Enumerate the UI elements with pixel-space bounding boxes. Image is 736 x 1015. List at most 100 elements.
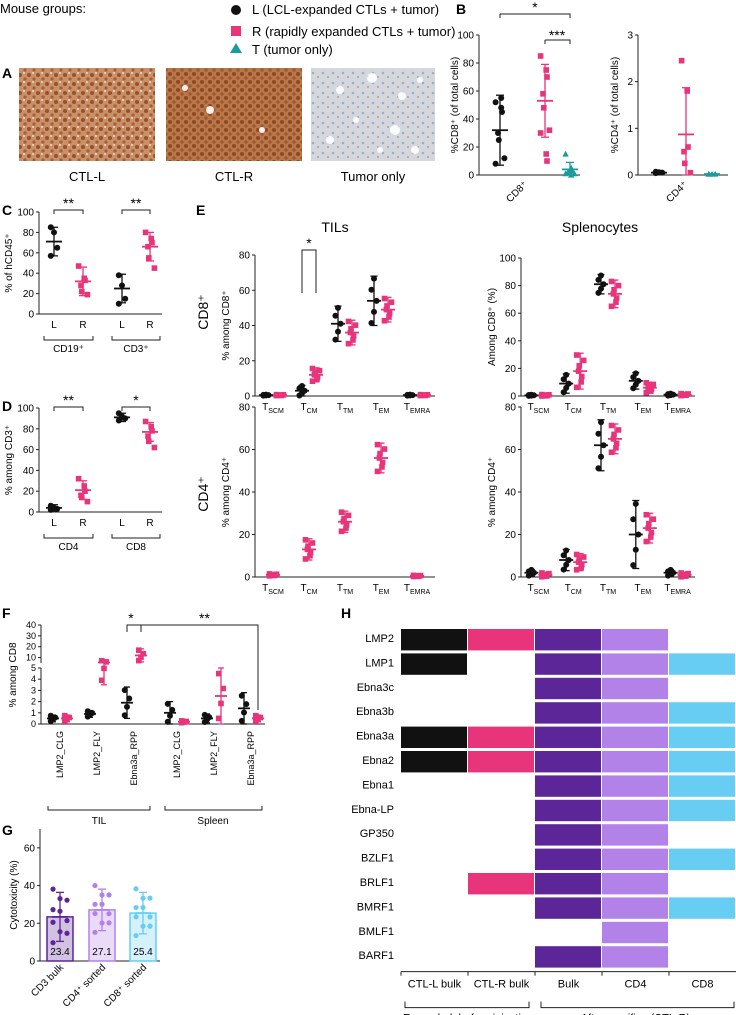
h-cell: [535, 824, 601, 846]
h-cell: [602, 824, 668, 846]
d-x-label: CD4: [58, 542, 78, 553]
f-y-tick-label: 5: [31, 663, 36, 673]
panel-label-f: F: [2, 605, 11, 621]
e-spl-cd8-y-tick-label: 100: [499, 254, 516, 265]
e-spl-cd8-point-L: [563, 384, 570, 391]
g-point: [133, 904, 139, 911]
g-point: [92, 929, 98, 935]
panel-label-c: C: [2, 202, 12, 218]
h-row-label: Ebna1: [362, 779, 394, 791]
f-group-label: Spleen: [197, 816, 228, 827]
e-til-cd4-point-R: [410, 572, 417, 579]
e-spl-cd4-y-tick-label: 40: [505, 488, 517, 499]
e-spl-cd8-y-tick-label: 40: [505, 336, 517, 347]
e-spl-cd8-point-L: [595, 276, 602, 283]
f-point-L: [121, 712, 128, 719]
panel-e-row-cd8: CD8⁺: [195, 294, 211, 329]
g-point: [147, 895, 153, 901]
e-spl-cd4-x-label: TEM: [634, 583, 651, 596]
d-point-R: [142, 418, 149, 425]
d-group-bracket: [111, 534, 161, 539]
g-point: [57, 908, 63, 914]
f-point-L: [47, 712, 54, 719]
c-y-tick-label: 60: [23, 248, 35, 259]
c-sig-bracket: [121, 209, 151, 214]
e-til-cd4-point-R: [381, 446, 388, 452]
h-col-label: CTL-L bulk: [408, 979, 462, 991]
e-spl-cd4-point-L: [630, 516, 637, 523]
g-point: [147, 914, 153, 920]
d-y-tick-label: 0: [28, 508, 34, 519]
b2-y-tick-label: 3: [627, 31, 633, 42]
e-spl-cd8-y-tick-label: 0: [510, 392, 516, 403]
e-spl-cd4-point-L: [598, 453, 604, 460]
e-spl-cd4-point-L: [528, 566, 535, 573]
d-point-L: [115, 417, 122, 424]
e-spl-cd4-point-R: [573, 551, 580, 558]
e-spl-cd4-x-label: TTM: [600, 583, 616, 596]
c-x-sub-label: L: [119, 320, 125, 331]
g-point: [106, 920, 112, 926]
g-point: [50, 919, 56, 925]
e-spl-cd8-point-R: [546, 392, 552, 398]
e-til-cd8-sig-label: *: [306, 235, 312, 251]
caption-ctl-l: CTL-L: [69, 169, 105, 184]
panel-label-a: A: [2, 65, 12, 81]
panel-label-d: D: [2, 398, 12, 414]
e-spl-cd4-point-L: [563, 561, 570, 568]
b1-y-tick-label: 100: [457, 31, 474, 42]
h-row-label: BMLF1: [359, 926, 394, 938]
e-spl-cd8-y-label: Among CD8⁺ (%): [487, 288, 498, 366]
e-spl-cd4-point-R: [539, 570, 545, 576]
b1-x-label: CD8⁺: [504, 179, 530, 205]
f-point-L: [121, 687, 128, 694]
d-point-R: [82, 488, 88, 494]
h-cell: [468, 873, 534, 895]
c-y-tick-label: 80: [23, 228, 35, 239]
e-spl-cd8-y-tick-label: 80: [505, 281, 517, 292]
h-cell: [535, 873, 601, 895]
panel-label-h: H: [341, 605, 351, 621]
f-y-tick-label: 1: [31, 708, 36, 718]
g-y-tick-label: 60: [24, 843, 36, 854]
d-y-tick-label: 100: [17, 404, 34, 415]
f-point-R: [220, 685, 227, 692]
e-til-cd4-point-R: [343, 522, 350, 528]
b2-point-R: [685, 144, 691, 150]
e-til-cd8-point-R: [309, 365, 316, 372]
e-spl-cd4-point-R: [610, 436, 617, 442]
h-cell: [401, 653, 467, 675]
e-spl-cd8-point-L: [635, 377, 642, 384]
e-til-cd8-point-R: [309, 378, 316, 384]
e-til-cd4-point-R: [338, 509, 345, 515]
e-spl-cd4-point-R: [613, 440, 620, 447]
g-x-label: CD8⁺ sorted: [102, 962, 149, 1009]
c-group-bracket: [43, 336, 94, 341]
f-group-label: TIL: [92, 816, 107, 827]
h-row-label: LMP2: [365, 633, 394, 645]
e-spl-cd8-point-R: [613, 299, 619, 305]
e-til-cd4-point-R: [309, 540, 316, 546]
e-til-cd8-y-tick-label: 0: [244, 392, 250, 403]
e-til-cd4-y-tick-label: 0: [244, 573, 250, 584]
ihc-image-tumor-only: [311, 68, 435, 161]
g-point: [99, 920, 105, 926]
h-group-label: Expanded, before injection: [403, 1013, 533, 1015]
e-spl-cd4-point-L: [563, 547, 570, 554]
e-spl-cd8-point-R: [643, 379, 650, 386]
e-til-cd8-point-R: [352, 322, 359, 328]
g-data-label: 27.1: [92, 947, 112, 958]
e-til-cd8-point-L: [299, 382, 305, 389]
e-spl-cd8-point-R: [608, 303, 615, 310]
e-spl-cd8-point-R: [576, 362, 583, 369]
c-point-R: [75, 263, 82, 269]
panel-e-title-tils: TILs: [321, 219, 348, 235]
h-cell: [468, 629, 534, 651]
h-cell: [535, 848, 601, 870]
g-point: [64, 918, 70, 924]
g-point: [147, 923, 153, 929]
h-row-label: BMRF1: [357, 901, 394, 913]
e-til-cd8-point-L: [337, 320, 344, 327]
f-point-L: [238, 717, 245, 724]
g-y-tick-label: 0: [29, 957, 35, 968]
